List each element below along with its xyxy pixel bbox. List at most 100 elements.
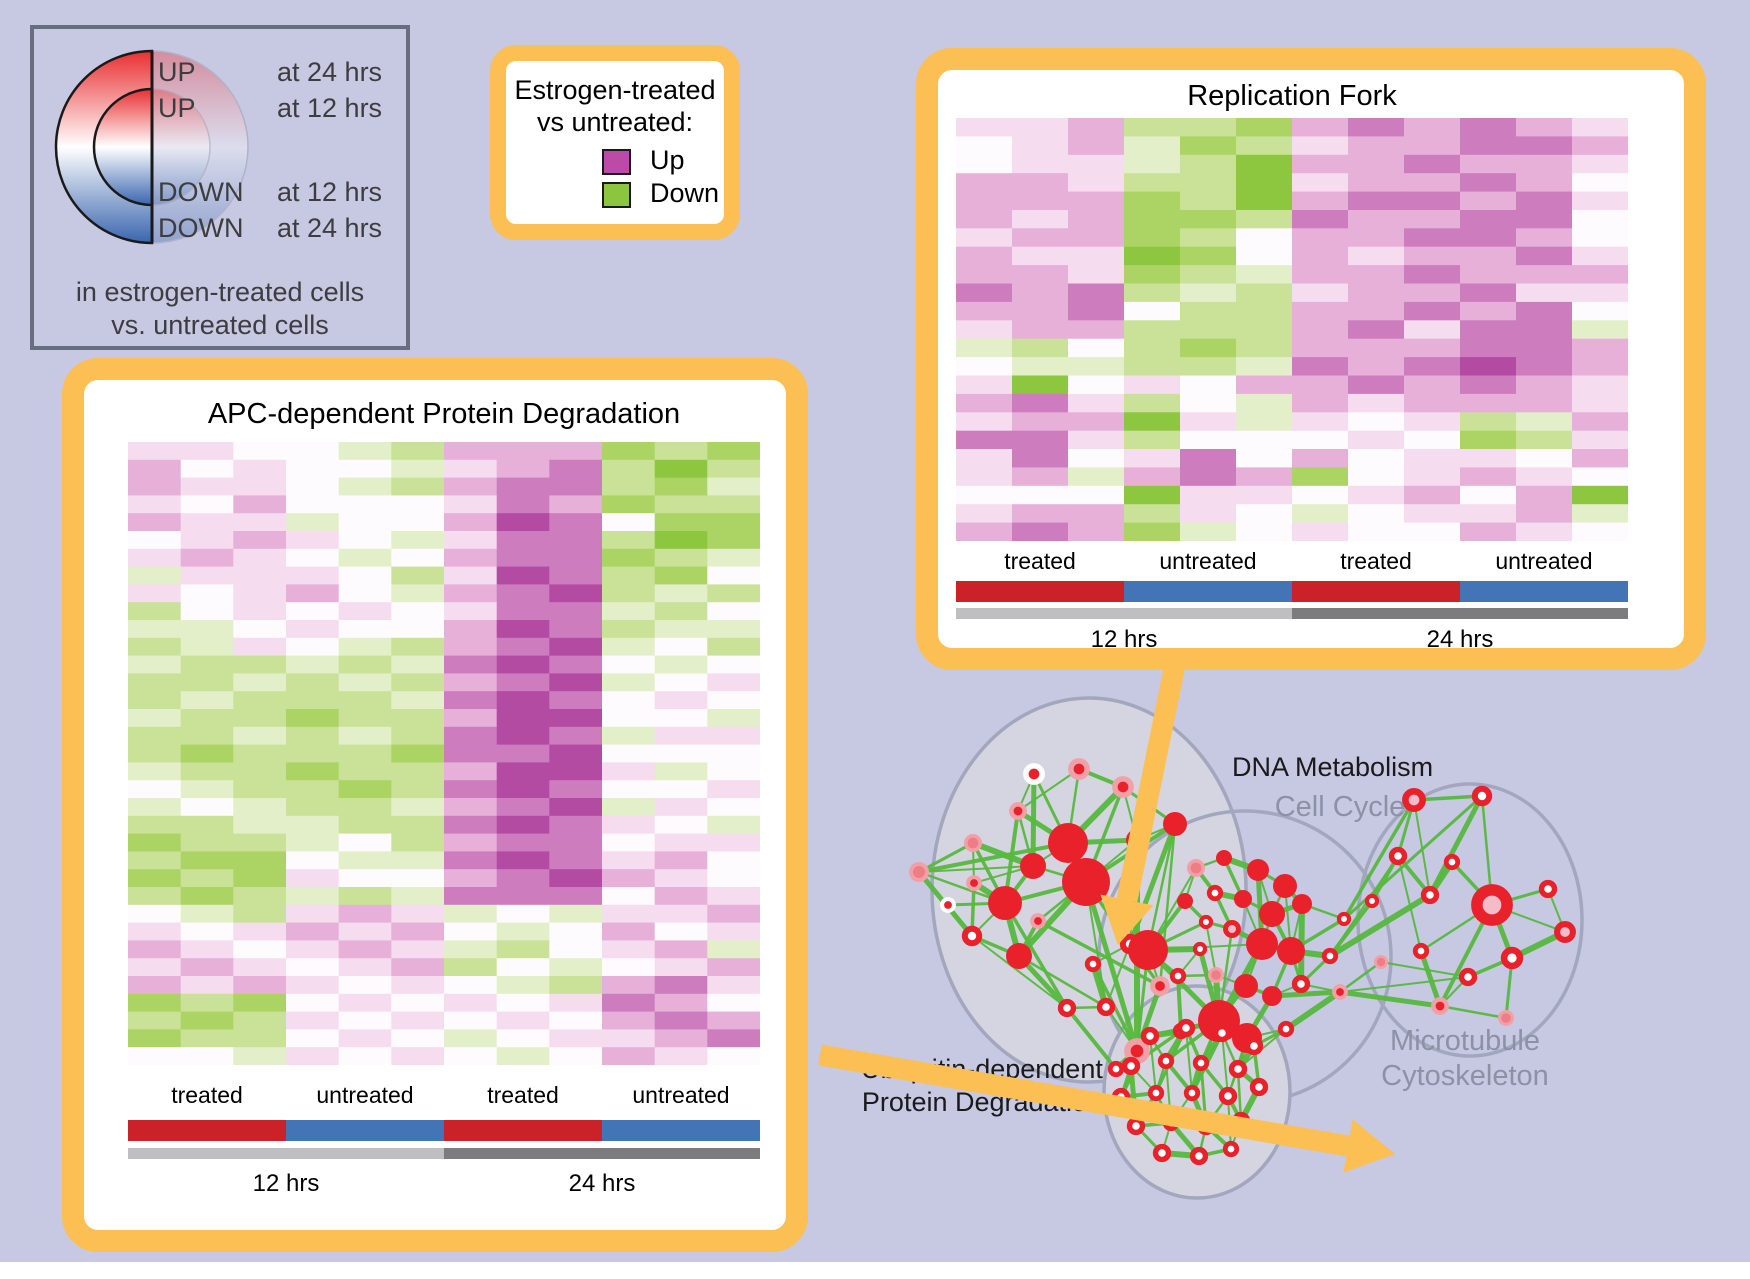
heatmap-cell	[956, 430, 1013, 450]
rf-untreated-bar-12	[1124, 581, 1292, 602]
heatmap-cell	[549, 904, 603, 924]
heatmap-cell	[1572, 154, 1628, 174]
heatmap-cell	[233, 477, 287, 496]
heatmap-cell	[549, 798, 603, 817]
heatmap-cell	[1404, 246, 1461, 266]
heatmap-cell	[286, 459, 340, 479]
heatmap-cell	[233, 584, 287, 603]
heatmap-cell	[496, 477, 550, 496]
heatmap-cell	[549, 958, 603, 977]
heatmap-cell	[1068, 320, 1125, 340]
heatmap-cell	[956, 191, 1013, 211]
heatmap-cell	[1012, 191, 1069, 211]
heatmap-cell	[1460, 485, 1517, 505]
heatmap-cell	[286, 798, 340, 817]
heatmap-cell	[1572, 522, 1628, 541]
heatmap-cell	[180, 1029, 234, 1048]
heatmap-cell	[338, 887, 392, 906]
heatmap-cell	[444, 815, 498, 835]
heatmap-cell	[496, 709, 550, 728]
heatmap-cell	[180, 1047, 234, 1065]
heatmap-cell	[1180, 173, 1237, 193]
heatmap-cell	[1572, 173, 1628, 193]
heatmap-cell	[391, 709, 445, 728]
heatmap-cell	[180, 976, 234, 995]
heatmap-cell	[338, 620, 392, 639]
heatmap-cell	[338, 548, 392, 568]
heatmap-cell	[1404, 265, 1461, 285]
apc-group-label-1: treated	[171, 1082, 243, 1108]
heatmap-cell	[286, 851, 340, 870]
heatmap-cell	[1348, 301, 1405, 321]
heatmap-cell	[1068, 265, 1125, 285]
heatmap-cell	[602, 904, 656, 924]
heatmap-cell	[1572, 504, 1628, 524]
heatmap-cell	[180, 904, 234, 924]
heatmap-cell	[180, 709, 234, 728]
heatmap-cell	[1460, 449, 1517, 468]
heatmap-cell	[549, 495, 603, 514]
heatmap-cell	[338, 691, 392, 710]
heatmap-cell	[338, 1047, 392, 1065]
heatmap-cell	[1460, 173, 1517, 193]
heatmap-cell	[180, 531, 234, 550]
heatmap-cell	[444, 922, 498, 941]
heatmap-cell	[391, 548, 445, 568]
heatmap-cell	[1516, 357, 1573, 377]
heatmap-cell	[444, 887, 498, 906]
heatmap-cell	[391, 655, 445, 674]
heatmap-cell	[602, 869, 656, 888]
rf-12hrs-bar	[956, 608, 1292, 619]
scale-legend-box: UP at 24 hrs UP at 12 hrs DOWN at 12 hrs…	[30, 25, 410, 350]
heatmap-cell	[1012, 522, 1069, 541]
heatmap-cell	[496, 922, 550, 941]
heatmap-cell	[233, 673, 287, 692]
heatmap-cell	[1180, 393, 1237, 413]
heatmap-cell	[1292, 449, 1349, 468]
heatmap-cell	[180, 726, 234, 746]
heatmap-cell	[602, 958, 656, 977]
heatmap-cell	[1348, 265, 1405, 285]
heatmap-cell	[1012, 283, 1069, 303]
heatmap-cell	[602, 477, 656, 496]
heatmap-cell	[286, 673, 340, 692]
heatmap-cell	[286, 620, 340, 639]
heatmap-cell	[1460, 118, 1517, 137]
heatmap-cell	[1236, 375, 1293, 395]
heatmap-cell	[602, 709, 656, 728]
heatmap-cell	[1012, 118, 1069, 137]
heatmap-cell	[496, 637, 550, 657]
rf-title: Replication Fork	[1187, 80, 1397, 112]
heatmap-cell	[1068, 118, 1125, 137]
heatmap-cell	[1404, 412, 1461, 432]
heatmap-cell	[128, 780, 182, 799]
heatmap-cell	[1404, 283, 1461, 303]
heatmap-cell	[654, 976, 708, 995]
heatmap-cell	[180, 602, 234, 621]
heatmap-cell	[1292, 136, 1349, 156]
heatmap-cell	[602, 442, 656, 461]
heatmap-cell	[549, 620, 603, 639]
heatmap-cell	[1068, 338, 1125, 358]
heatmap-cell	[707, 620, 760, 639]
heatmap-cell	[496, 940, 550, 959]
heatmap-cell	[391, 1047, 445, 1065]
heatmap-cell	[1460, 154, 1517, 174]
heatmap-cell	[444, 744, 498, 763]
heatmap-cell	[1292, 357, 1349, 377]
heatmap-cell	[1292, 393, 1349, 413]
heatmap-cell	[1124, 338, 1181, 358]
heatmap-cell	[654, 922, 708, 941]
heatmap-cell	[1460, 522, 1517, 541]
heatmap-cell	[549, 442, 603, 461]
heatmap-cell	[496, 744, 550, 763]
heatmap-cell	[233, 993, 287, 1013]
heatmap-cell	[233, 602, 287, 621]
heatmap-cell	[496, 815, 550, 835]
heatmap-cell	[654, 958, 708, 977]
heatmap-cell	[549, 655, 603, 674]
heatmap-cell	[1460, 265, 1517, 285]
heatmap-cell	[602, 1011, 656, 1030]
inner-circle	[92, 87, 211, 207]
